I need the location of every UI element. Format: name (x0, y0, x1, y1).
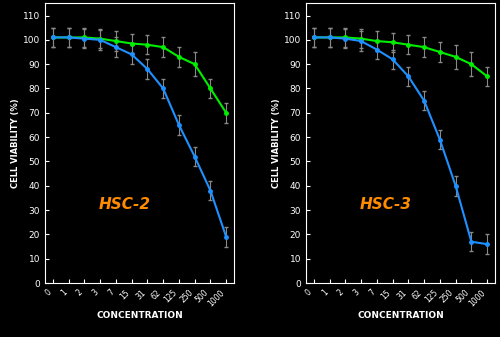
Text: HSC-3: HSC-3 (360, 197, 412, 212)
X-axis label: CONCENTRATION: CONCENTRATION (357, 311, 444, 320)
Y-axis label: CELL VIABILITY (%): CELL VIABILITY (%) (11, 98, 20, 188)
Y-axis label: CELL VIABILITY (%): CELL VIABILITY (%) (272, 98, 281, 188)
X-axis label: CONCENTRATION: CONCENTRATION (96, 311, 183, 320)
Text: HSC-2: HSC-2 (98, 197, 150, 212)
